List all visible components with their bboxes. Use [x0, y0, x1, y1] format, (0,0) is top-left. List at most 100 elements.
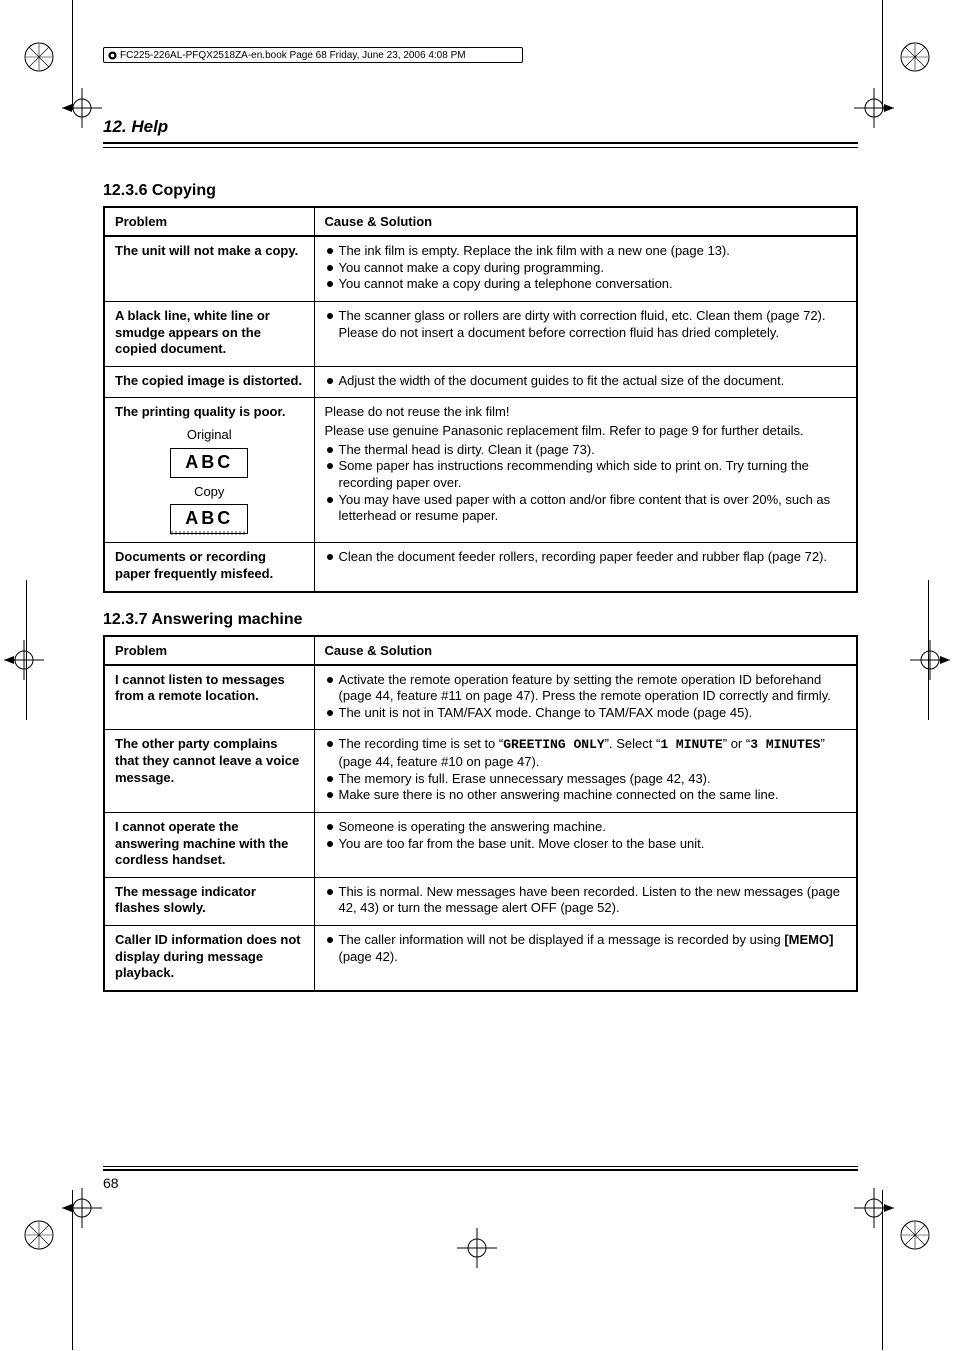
trim-line — [882, 1190, 883, 1350]
sample-copy-label: Copy — [115, 484, 304, 501]
bullet-text: (page 42). — [339, 949, 398, 964]
bullet: You cannot make a copy during a telephon… — [325, 276, 847, 293]
header-rule-thin — [103, 147, 858, 148]
bullet: This is normal. New messages have been r… — [325, 884, 847, 917]
page-number: 68 — [103, 1175, 858, 1191]
table-row: Caller ID information does not display d… — [104, 926, 857, 991]
reg-cross-ml — [4, 640, 44, 680]
mono-text: GREETING ONLY — [503, 737, 604, 752]
solution-cell: The ink film is empty. Replace the ink f… — [314, 236, 857, 301]
solution-cell: Someone is operating the answering machi… — [314, 812, 857, 877]
bullet: The unit is not in TAM/FAX mode. Change … — [325, 705, 847, 722]
bullet: Some paper has instructions recommending… — [325, 458, 847, 491]
solution-cell: The recording time is set to “GREETING O… — [314, 730, 857, 813]
problem-cell: I cannot operate the answering machine w… — [104, 812, 314, 877]
reg-ornament-tl — [22, 40, 56, 74]
table-row: The copied image is distorted. Adjust th… — [104, 366, 857, 398]
table-row: I cannot operate the answering machine w… — [104, 812, 857, 877]
solution-cell: Please do not reuse the ink film! Please… — [314, 398, 857, 543]
footer-rule-thin — [103, 1166, 858, 1167]
bullet: You are too far from the base unit. Move… — [325, 836, 847, 853]
bullet-text: or — [727, 736, 746, 751]
table-row: A black line, white line or smudge appea… — [104, 301, 857, 366]
bullet: You may have used paper with a cotton an… — [325, 492, 847, 525]
footer: 68 — [103, 1166, 858, 1191]
bullet: Activate the remote operation feature by… — [325, 672, 847, 705]
print-sample: Original ABC Copy ABC — [115, 427, 304, 534]
table-row: The other party complains that they cann… — [104, 730, 857, 813]
bullet-text: (page 44, feature #10 on page 47). — [339, 754, 540, 769]
sample-original-box: ABC — [170, 448, 248, 478]
reg-cross-bl — [62, 1188, 102, 1228]
bullet: The caller information will not be displ… — [325, 932, 847, 965]
reg-ornament-bl — [22, 1218, 56, 1252]
bullet: The memory is full. Erase unnecessary me… — [325, 771, 847, 788]
page-content: FC225-226AL-PFQX2518ZA-en.book Page 68 F… — [103, 47, 858, 992]
bullet: Adjust the width of the document guides … — [325, 373, 847, 390]
bullet-text: The caller information will not be displ… — [339, 932, 785, 947]
problem-cell: I cannot listen to messages from a remot… — [104, 665, 314, 730]
col-header-solution: Cause & Solution — [314, 636, 857, 665]
col-header-problem: Problem — [104, 636, 314, 665]
bullet: The ink film is empty. Replace the ink f… — [325, 243, 847, 260]
table-row: The unit will not make a copy. The ink f… — [104, 236, 857, 301]
solution-cell: This is normal. New messages have been r… — [314, 877, 857, 925]
bullet: Clean the document feeder rollers, recor… — [325, 549, 847, 566]
trim-line — [26, 580, 27, 720]
bullet: The scanner glass or rollers are dirty w… — [325, 308, 847, 341]
solution-cell: Activate the remote operation feature by… — [314, 665, 857, 730]
bullet-text: . Select — [609, 736, 656, 751]
bullet: Make sure there is no other answering ma… — [325, 787, 847, 804]
problem-cell: Caller ID information does not display d… — [104, 926, 314, 991]
solution-cell: The scanner glass or rollers are dirty w… — [314, 301, 857, 366]
bullet-text: The recording time is set to — [339, 736, 499, 751]
table-copying: Problem Cause & Solution The unit will n… — [103, 206, 858, 593]
banner-dot-icon — [108, 51, 117, 60]
sample-original-label: Original — [115, 427, 304, 444]
mono-text: 3 MINUTES — [750, 737, 820, 752]
footer-rule-thick — [103, 1169, 858, 1171]
reg-cross-mr — [910, 640, 950, 680]
col-header-solution: Cause & Solution — [314, 207, 857, 236]
reg-cross-tl — [62, 88, 102, 128]
table-row: The message indicator flashes slowly. Th… — [104, 877, 857, 925]
trim-line — [72, 1190, 73, 1350]
reg-ornament-br — [898, 1218, 932, 1252]
table-answering: Problem Cause & Solution I cannot listen… — [103, 635, 858, 992]
trim-line — [928, 580, 929, 720]
problem-cell: A black line, white line or smudge appea… — [104, 301, 314, 366]
problem-cell: Documents or recording paper frequently … — [104, 543, 314, 592]
trim-line — [72, 0, 73, 110]
header-rule-thick — [103, 142, 858, 144]
keycap: [MEMO] — [784, 932, 833, 947]
sheet: FC225-226AL-PFQX2518ZA-en.book Page 68 F… — [0, 0, 954, 1351]
problem-cell: The message indicator flashes slowly. — [104, 877, 314, 925]
trim-line — [882, 0, 883, 110]
reg-cross-br — [854, 1188, 894, 1228]
section-title-copying: 12.3.6 Copying — [103, 182, 858, 200]
table-row: The printing quality is poor. Original A… — [104, 398, 857, 543]
bullet: The thermal head is dirty. Clean it (pag… — [325, 442, 847, 459]
table-row: Documents or recording paper frequently … — [104, 543, 857, 592]
solution-cell: Adjust the width of the document guides … — [314, 366, 857, 398]
solution-intro: Please use genuine Panasonic replacement… — [325, 423, 847, 440]
mono-text: 1 MINUTE — [660, 737, 722, 752]
section-title-answering: 12.3.7 Answering machine — [103, 611, 858, 629]
bullet: Someone is operating the answering machi… — [325, 819, 847, 836]
problem-cell: The other party complains that they cann… — [104, 730, 314, 813]
table-row: I cannot listen to messages from a remot… — [104, 665, 857, 730]
source-file-text: FC225-226AL-PFQX2518ZA-en.book Page 68 F… — [120, 50, 466, 61]
bullet: You cannot make a copy during programmin… — [325, 260, 847, 277]
running-head: 12. Help — [103, 117, 858, 140]
solution-cell: Clean the document feeder rollers, recor… — [314, 543, 857, 592]
problem-text: The printing quality is poor. — [115, 404, 285, 419]
solution-intro: Please do not reuse the ink film! — [325, 404, 847, 421]
reg-cross-bm — [457, 1228, 497, 1268]
problem-cell: The printing quality is poor. Original A… — [104, 398, 314, 543]
sample-copy-box: ABC — [170, 504, 248, 534]
reg-ornament-tr — [898, 40, 932, 74]
reg-cross-tr — [854, 88, 894, 128]
bullet: The recording time is set to “GREETING O… — [325, 736, 847, 770]
solution-cell: The caller information will not be displ… — [314, 926, 857, 991]
problem-cell: The unit will not make a copy. — [104, 236, 314, 301]
